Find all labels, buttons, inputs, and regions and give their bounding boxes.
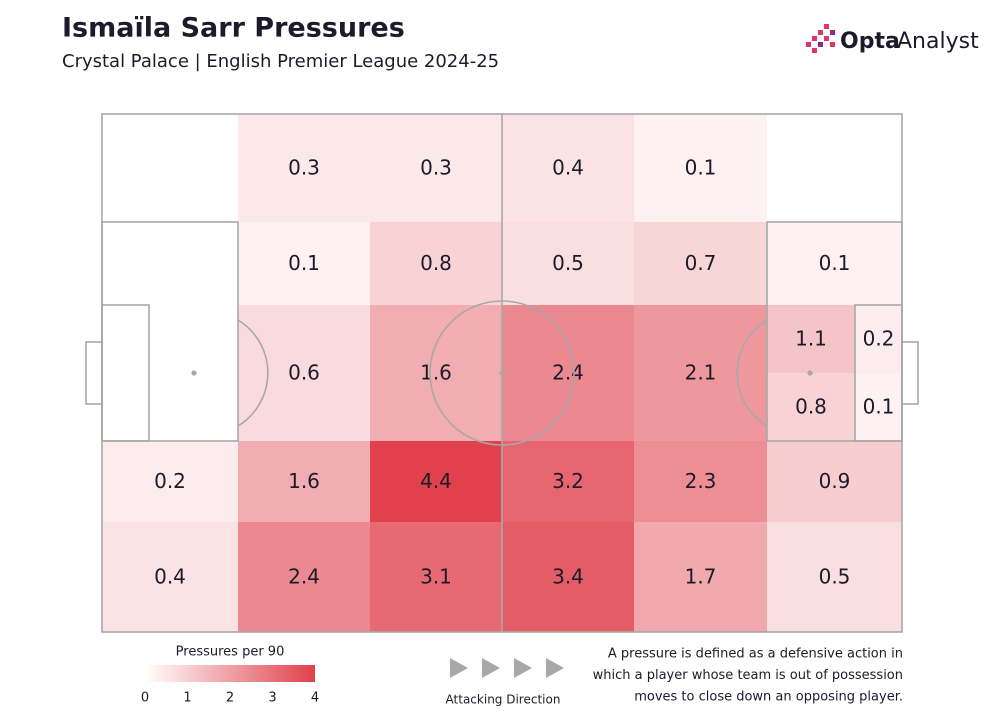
heat-cell [370,305,502,441]
heat-cell [238,441,370,522]
heat-cell [370,441,502,522]
cell-value: 2.4 [552,361,584,385]
heat-cell [502,522,634,632]
cell-value: 0.3 [288,156,320,180]
note: A pressure is defined as a defensive act… [593,647,903,705]
cell-value: 1.6 [288,469,320,493]
heat-cell [634,305,767,441]
heat-cell [634,441,767,522]
heat-cell [502,441,634,522]
heat-cell [502,305,634,441]
cell-value: 0.5 [552,251,584,275]
cell-value: 0.1 [685,156,717,180]
cell-value: 1.6 [420,361,452,385]
cell-value: 2.3 [685,469,717,493]
cell-value: 0.5 [819,565,851,589]
note-line: which a player whose team is out of poss… [593,668,903,683]
heat-cell [238,222,370,305]
colorbar-tick-label: 4 [311,691,319,706]
note-line: A pressure is defined as a defensive act… [608,647,903,662]
heat-cell [634,114,767,222]
colorbar-label: Pressures per 90 [176,645,285,660]
direction-label: Attacking Direction [446,693,561,707]
cell-value: 0.1 [863,395,895,419]
heat-cell [502,114,634,222]
cell-value: 0.2 [154,469,186,493]
logo: Opta Analyst [806,24,979,54]
logo-regular: Analyst [897,29,979,54]
cell-value: 2.4 [288,565,320,589]
heat-cell [502,222,634,305]
chart-subtitle: Crystal Palace | English Premier League … [62,51,499,72]
heat-cell [238,114,370,222]
colorbar-tick-label: 0 [141,691,149,706]
cell-value: 0.4 [154,565,186,589]
heatmap: 0.3 0.3 0.4 0.1 0.1 0.8 0.5 0.7 0.1 0.6 1.6 2.4 2.1 0… [102,114,902,632]
cell-value: 3.1 [420,565,452,589]
colorbar-tick-label: 1 [183,691,191,706]
cell-value: 0.8 [795,395,827,419]
heat-cell [370,222,502,305]
cell-value: 0.7 [685,251,717,275]
pitch-lines [85,113,919,633]
cell-value: 3.4 [552,565,584,589]
cell-value: 0.6 [288,361,320,385]
heat-cell [370,114,502,222]
heat-cell [634,222,767,305]
heat-cell [855,305,902,373]
heat-cell [634,522,767,632]
cell-value: 3.2 [552,469,584,493]
cell-value: 1.1 [795,327,827,351]
cell-value: 0.9 [819,469,851,493]
colorbar-tick-label: 3 [268,691,276,706]
heat-cell [370,522,502,632]
heat-cell [238,522,370,632]
heat-cell [238,305,370,441]
note-line: moves to close down an opposing player. [634,690,903,705]
colorbar-tick-label: 2 [226,691,234,706]
heat-cell [102,441,238,522]
heat-cell [767,441,902,522]
cell-value: 0.3 [420,156,452,180]
chart-title: Ismaïla Sarr Pressures [62,13,405,44]
cell-value: 0.1 [288,251,320,275]
cell-value: 4.4 [420,469,452,493]
cell-value: 0.8 [420,251,452,275]
colorbar [145,665,315,682]
heat-cell [767,222,902,305]
direction-arrows [450,658,564,678]
heat-cell [102,522,238,632]
heat-cell [855,373,902,441]
cell-value: 0.2 [863,327,895,351]
heat-cell [767,522,902,632]
heat-cell [767,373,855,441]
cell-value: 0.4 [552,156,584,180]
cell-value: 1.7 [685,565,717,589]
logo-bold: Opta [840,29,900,54]
heat-cell [767,305,855,373]
cell-value: 2.1 [685,361,717,385]
cell-value: 0.1 [819,251,851,275]
